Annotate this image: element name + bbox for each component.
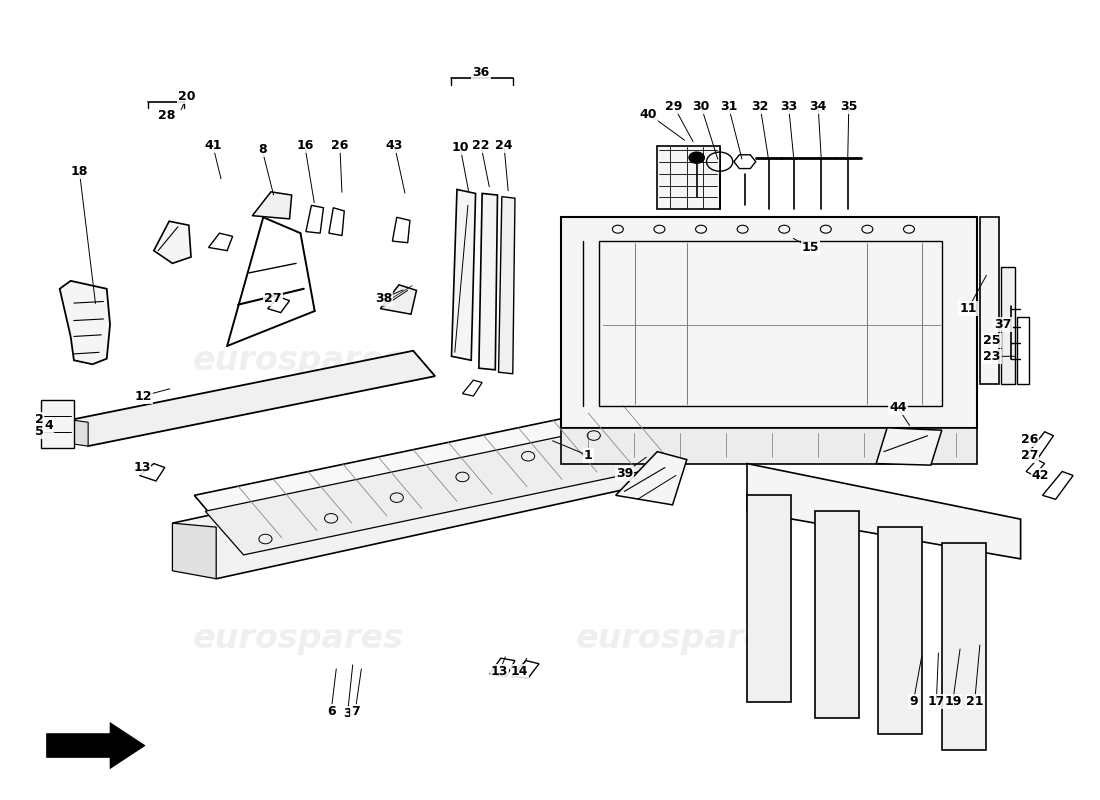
Text: 4: 4 <box>44 419 53 432</box>
Polygon shape <box>393 218 410 242</box>
Text: 7: 7 <box>351 705 360 718</box>
Polygon shape <box>59 281 110 364</box>
Polygon shape <box>173 426 670 578</box>
Text: 23: 23 <box>983 350 1001 363</box>
Text: 12: 12 <box>134 390 152 402</box>
Text: 34: 34 <box>810 99 827 113</box>
Polygon shape <box>561 428 977 463</box>
Polygon shape <box>1018 317 1030 384</box>
Text: 15: 15 <box>802 241 820 254</box>
Text: 18: 18 <box>70 165 88 178</box>
Text: 41: 41 <box>205 139 222 152</box>
Text: 42: 42 <box>1032 469 1049 482</box>
Text: 21: 21 <box>966 695 983 708</box>
Text: eurospares: eurospares <box>192 344 404 377</box>
Polygon shape <box>140 463 165 481</box>
Text: 43: 43 <box>386 139 404 152</box>
Text: 44: 44 <box>889 402 906 414</box>
Text: 38: 38 <box>375 292 393 305</box>
Polygon shape <box>209 233 232 250</box>
Text: 19: 19 <box>944 695 961 708</box>
Polygon shape <box>747 463 1021 559</box>
Polygon shape <box>1026 459 1045 475</box>
Text: 5: 5 <box>34 426 43 438</box>
Polygon shape <box>462 380 482 396</box>
Text: 26: 26 <box>331 139 349 152</box>
Polygon shape <box>490 658 515 677</box>
Polygon shape <box>658 146 719 210</box>
Polygon shape <box>478 194 497 370</box>
Polygon shape <box>41 400 74 448</box>
Polygon shape <box>70 420 88 446</box>
Polygon shape <box>498 197 515 374</box>
Text: 11: 11 <box>959 302 977 315</box>
Polygon shape <box>1043 471 1074 499</box>
Polygon shape <box>381 285 417 314</box>
Text: 31: 31 <box>719 99 737 113</box>
Text: eurospares: eurospares <box>192 622 404 655</box>
Polygon shape <box>173 523 217 578</box>
Circle shape <box>689 152 704 163</box>
Text: 1: 1 <box>584 449 593 462</box>
Polygon shape <box>70 350 436 446</box>
Text: 8: 8 <box>257 143 266 156</box>
Text: 40: 40 <box>640 107 658 121</box>
Text: 22: 22 <box>472 139 490 152</box>
Text: 32: 32 <box>751 99 769 113</box>
Text: 2: 2 <box>34 413 43 426</box>
Text: 27: 27 <box>264 292 282 305</box>
Text: 35: 35 <box>840 99 858 113</box>
Polygon shape <box>980 218 999 384</box>
Text: 27: 27 <box>1021 449 1038 462</box>
Text: 17: 17 <box>927 695 945 708</box>
Text: 30: 30 <box>692 99 710 113</box>
Text: 26: 26 <box>1021 434 1038 446</box>
Text: 13: 13 <box>491 666 508 678</box>
Text: 33: 33 <box>780 99 798 113</box>
Text: 14: 14 <box>510 666 528 678</box>
Text: 25: 25 <box>983 334 1001 347</box>
Text: 16: 16 <box>296 139 314 152</box>
Polygon shape <box>206 424 659 555</box>
Polygon shape <box>561 218 977 428</box>
Polygon shape <box>267 297 289 313</box>
Polygon shape <box>451 190 475 360</box>
Text: 39: 39 <box>616 466 632 479</box>
Polygon shape <box>195 404 675 547</box>
Polygon shape <box>46 722 145 769</box>
Text: 9: 9 <box>909 695 917 708</box>
Polygon shape <box>815 511 859 718</box>
Polygon shape <box>1026 432 1054 459</box>
Polygon shape <box>616 452 686 505</box>
Polygon shape <box>252 192 292 219</box>
Polygon shape <box>1001 266 1015 384</box>
Polygon shape <box>747 495 791 702</box>
Text: 28: 28 <box>158 109 176 122</box>
Text: 3: 3 <box>343 707 352 720</box>
Polygon shape <box>329 208 344 235</box>
Text: 37: 37 <box>994 318 1012 331</box>
Text: 20: 20 <box>178 90 196 103</box>
Text: 36: 36 <box>472 66 490 79</box>
Text: 29: 29 <box>666 99 682 113</box>
Polygon shape <box>878 527 922 734</box>
Text: 10: 10 <box>451 141 469 154</box>
Polygon shape <box>154 222 191 263</box>
Polygon shape <box>512 661 539 678</box>
Text: 24: 24 <box>495 139 513 152</box>
Polygon shape <box>876 428 942 465</box>
Polygon shape <box>306 206 323 233</box>
Text: eurospares: eurospares <box>575 344 786 377</box>
Text: 13: 13 <box>133 461 151 474</box>
Text: 6: 6 <box>327 705 336 718</box>
Polygon shape <box>942 543 986 750</box>
Text: eurospares: eurospares <box>575 622 786 655</box>
